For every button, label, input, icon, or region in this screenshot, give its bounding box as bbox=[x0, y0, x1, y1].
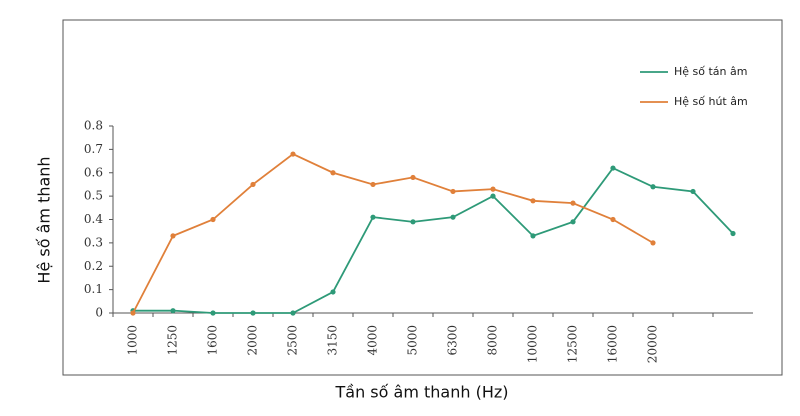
data-point bbox=[530, 233, 536, 239]
x-tick-label: 16000 bbox=[606, 325, 620, 363]
x-tick-label: 2500 bbox=[286, 325, 300, 356]
data-point bbox=[130, 310, 136, 316]
data-point bbox=[290, 310, 296, 316]
y-tick-label: 0.3 bbox=[84, 235, 103, 249]
data-point bbox=[490, 186, 496, 192]
legend-label: Hệ số hút âm bbox=[674, 95, 748, 108]
x-tick-label: 5000 bbox=[406, 325, 420, 356]
y-tick-label: 0 bbox=[95, 306, 103, 320]
x-tick-label: 10000 bbox=[526, 325, 540, 363]
data-point bbox=[170, 233, 176, 239]
data-point bbox=[210, 310, 216, 316]
data-point bbox=[370, 214, 376, 220]
x-tick-label: 1000 bbox=[126, 325, 140, 356]
data-point bbox=[610, 165, 616, 171]
data-point bbox=[610, 216, 616, 223]
x-tick-label: 20000 bbox=[646, 325, 660, 363]
y-tick-label: 0.4 bbox=[84, 212, 103, 226]
data-point bbox=[170, 308, 176, 314]
legend-label: Hệ số tán âm bbox=[674, 65, 747, 78]
y-tick-label: 0.5 bbox=[84, 189, 103, 203]
x-tick-label: 1250 bbox=[166, 325, 180, 356]
series-line bbox=[132, 153, 654, 314]
data-point bbox=[570, 219, 576, 225]
x-tick-label: 2000 bbox=[246, 325, 260, 356]
y-tick-label: 0.8 bbox=[84, 119, 103, 133]
data-point bbox=[330, 170, 336, 176]
data-point bbox=[290, 151, 296, 157]
data-point bbox=[450, 214, 456, 220]
x-tick-label: 1600 bbox=[206, 325, 220, 356]
x-axis-title: Tần số âm thanh (Hz) bbox=[335, 383, 509, 402]
data-point bbox=[650, 240, 656, 246]
data-point bbox=[730, 230, 736, 237]
x-tick-label: 3150 bbox=[326, 325, 340, 356]
data-point bbox=[650, 184, 656, 190]
data-point bbox=[370, 181, 376, 188]
data-point bbox=[450, 188, 456, 195]
x-tick-label: 8000 bbox=[486, 325, 500, 356]
series-line bbox=[133, 166, 734, 314]
data-point bbox=[410, 174, 416, 181]
data-point bbox=[490, 193, 496, 199]
y-tick-label: 0.7 bbox=[84, 142, 103, 156]
data-point bbox=[530, 198, 536, 204]
data-point bbox=[250, 310, 256, 316]
y-tick-label: 0.6 bbox=[84, 165, 103, 179]
y-tick-label: 0.2 bbox=[84, 259, 103, 273]
x-tick-label: 6300 bbox=[446, 325, 460, 356]
chart-frame bbox=[62, 19, 783, 376]
x-tick-label: 12500 bbox=[566, 325, 580, 363]
x-tick-label: 4000 bbox=[366, 325, 380, 356]
y-tick-label: 0.1 bbox=[84, 282, 103, 296]
data-point bbox=[250, 181, 256, 188]
data-point bbox=[330, 289, 336, 295]
y-axis-title: Hệ số âm thanh bbox=[35, 156, 54, 283]
data-point bbox=[410, 219, 416, 225]
data-point bbox=[690, 188, 696, 195]
data-point bbox=[210, 216, 216, 223]
data-point bbox=[570, 200, 576, 206]
